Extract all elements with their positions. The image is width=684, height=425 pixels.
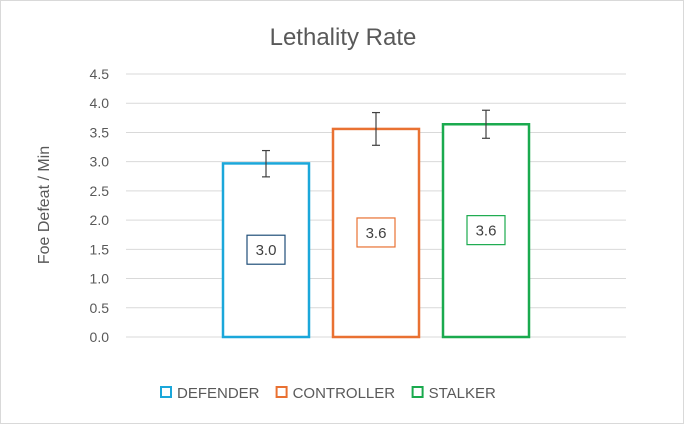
legend-item-controller: CONTROLLER — [293, 385, 396, 402]
y-tick-label: 2.5 — [90, 183, 110, 199]
data-label-box — [356, 217, 396, 248]
data-label-stalker: 3.6 — [476, 223, 497, 240]
legend-item-stalker: STALKER — [429, 385, 496, 402]
y-tick-label: 3.0 — [90, 154, 110, 170]
legend: DEFENDER CONTROLLER STALKER — [160, 385, 496, 402]
legend-swatch-stalker — [411, 386, 424, 398]
data-label-defender: 3.0 — [256, 242, 277, 259]
data-labels: 3.0 3.6 3.6 — [246, 215, 506, 265]
legend-swatch-controller — [275, 386, 288, 398]
y-tick-label: 1.0 — [90, 271, 110, 287]
data-label-box — [466, 215, 506, 246]
data-label-box — [246, 234, 286, 265]
y-tick-label: 0.5 — [90, 300, 110, 316]
y-tick-label: 4.0 — [90, 95, 110, 111]
y-tick-label: 2.0 — [90, 212, 110, 228]
legend-item-defender: DEFENDER — [177, 385, 260, 402]
y-tick-labels: 0.0 0.5 1.0 1.5 2.0 2.5 3.0 3.5 4.0 4.5 — [90, 66, 110, 345]
y-tick-label: 0.0 — [90, 329, 110, 345]
y-tick-label: 3.5 — [90, 124, 110, 140]
data-label-controller: 3.6 — [366, 225, 387, 242]
chart-title: Lethality Rate — [270, 24, 417, 51]
legend-swatch-defender — [160, 386, 172, 398]
y-axis-label: Foe Defeat / Min — [36, 146, 53, 264]
y-tick-label: 1.5 — [90, 241, 110, 257]
y-tick-label: 4.5 — [90, 66, 110, 82]
error-bars — [262, 109, 490, 178]
